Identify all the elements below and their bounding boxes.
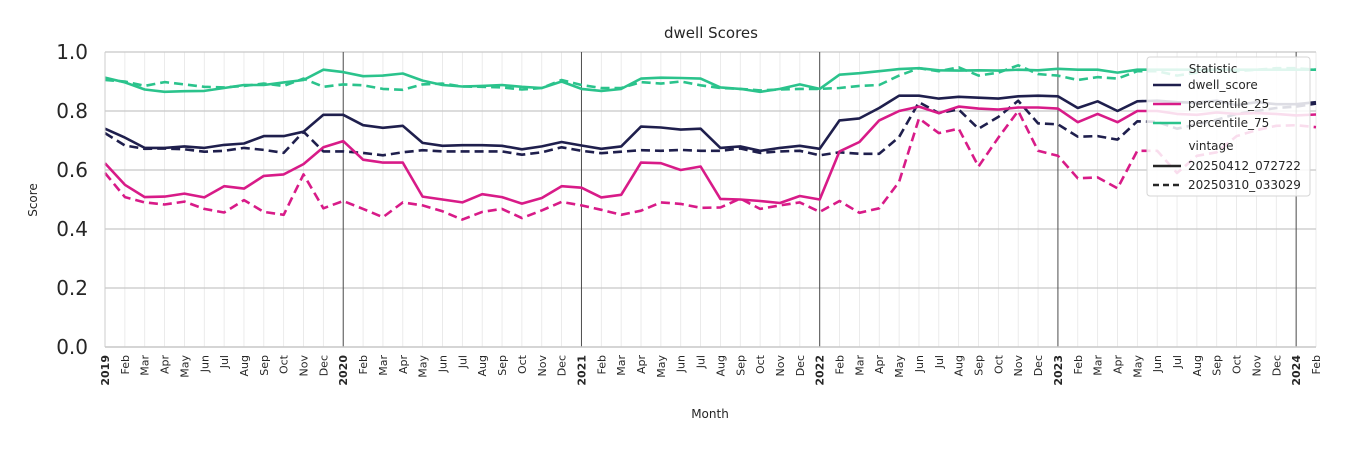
legend-label-dwell_score: dwell_score: [1188, 78, 1258, 92]
y-tick-label: 0.2: [56, 276, 88, 300]
x-tick-label: Dec: [1270, 355, 1283, 376]
x-tick-label: Sep: [1211, 355, 1224, 376]
x-tick-label: Mar: [377, 355, 390, 376]
legend-vintage-entries: 20250412_072722 20250310_033029: [1153, 159, 1301, 192]
legend-label-vintage: 20250412_072722: [1188, 159, 1301, 173]
x-tick-label: Aug: [476, 355, 489, 376]
y-tick-label: 0.4: [56, 217, 88, 241]
x-tick-label: Oct: [754, 354, 767, 374]
x-tick-label: Aug: [1191, 355, 1204, 376]
series-layer: [103, 64, 1317, 221]
x-tick-label: Mar: [139, 355, 152, 376]
x-tick-label: Dec: [556, 355, 569, 376]
chart-title: dwell Scores: [664, 24, 758, 42]
y-tick-labels: 0.0 0.2 0.4 0.6 0.8 1.0: [56, 40, 88, 359]
x-tick-label: Feb: [834, 355, 847, 374]
series-line-percentile_25-dashed: [103, 109, 1317, 221]
x-tick-label: Mar: [1092, 355, 1105, 376]
legend-label-percentile_25: percentile_25: [1188, 97, 1269, 111]
series-line-percentile_75-dashed: [104, 64, 1317, 92]
x-tick-label: May: [893, 355, 906, 378]
x-tick-label: Jul: [933, 355, 946, 369]
x-tick-label: Aug: [238, 355, 251, 376]
x-tick-label: Sep: [734, 355, 747, 376]
x-tick-label: Feb: [1310, 355, 1323, 374]
year-divider-layer: [342, 52, 1297, 347]
y-tick-label: 0.6: [56, 158, 88, 182]
y-tick-label: 0.0: [56, 335, 88, 359]
x-tick-label: Jun: [198, 355, 211, 373]
series-line-percentile_25-solid: [104, 105, 1317, 205]
series-line-dwell_score-dashed: [104, 99, 1317, 157]
x-tick-label: Aug: [714, 355, 727, 376]
x-tick-label: Nov: [1250, 355, 1263, 377]
x-tick-label: Dec: [794, 355, 807, 376]
x-tick-label: Apr: [397, 355, 410, 375]
x-tick-label: Jun: [913, 355, 926, 373]
x-tick-label: Feb: [1072, 355, 1085, 374]
x-axis-label: Month: [691, 407, 729, 421]
x-tick-label: Oct: [1231, 354, 1244, 374]
legend-label-percentile_75: percentile_75: [1188, 116, 1269, 130]
x-tick-label: Mar: [615, 355, 628, 376]
x-tick-label: Feb: [595, 355, 608, 374]
x-tick-label: Sep: [496, 355, 509, 376]
x-tick-label: Dec: [317, 355, 330, 376]
x-tick-labels: 2019 Feb Mar Apr May Jun Jul Aug Sep Oct Nov Dec 202…: [99, 354, 1323, 385]
y-tick-label: 0.8: [56, 99, 88, 123]
x-tick-label: Nov: [774, 355, 787, 377]
x-tick-label: May: [178, 355, 191, 378]
legend-label-vintage: 20250310_033029: [1188, 178, 1301, 192]
x-tick-label: Jun: [1151, 355, 1164, 373]
x-tick-label: 2022: [814, 355, 827, 386]
legend-statistic-entries: dwell_score percentile_25 percentile_75: [1153, 78, 1269, 130]
x-tick-label: 2021: [576, 355, 589, 386]
legend-vintage-title: vintage: [1188, 139, 1233, 153]
x-tick-label: Oct: [516, 354, 529, 374]
x-tick-label: Jun: [437, 355, 450, 373]
x-tick-label: Nov: [1012, 355, 1025, 377]
x-tick-label: Jun: [675, 355, 688, 373]
x-tick-label: Apr: [159, 355, 172, 375]
x-tick-label: May: [1131, 355, 1144, 378]
legend-box: [1146, 56, 1311, 197]
x-tick-label: Jul: [456, 355, 469, 369]
x-tick-label: Mar: [853, 355, 866, 376]
x-tick-label: Oct: [278, 354, 291, 374]
x-tick-label: Feb: [357, 355, 370, 374]
legend: Statistic dwell_score percentile_25percen…: [1146, 56, 1311, 197]
x-tick-label: May: [417, 355, 430, 378]
y-tick-label: 1.0: [56, 40, 88, 64]
x-tick-label: 2023: [1052, 355, 1065, 386]
x-tick-label: Jul: [1171, 355, 1184, 369]
x-tick-label: Sep: [973, 355, 986, 376]
x-tick-label: Nov: [536, 355, 549, 377]
x-tick-label: Apr: [873, 355, 886, 375]
x-tick-label: Sep: [258, 355, 271, 376]
x-tick-label: Apr: [1112, 355, 1125, 375]
y-axis-label: Score: [26, 183, 40, 217]
x-tick-label: Jul: [695, 355, 708, 369]
x-tick-label: 2024: [1290, 355, 1303, 386]
x-tick-label: 2020: [337, 355, 350, 386]
legend-statistic-title: Statistic: [1189, 62, 1238, 76]
x-tick-label: May: [655, 355, 668, 378]
series-line-dwell_score-solid: [104, 94, 1317, 153]
x-tick-label: Oct: [992, 354, 1005, 374]
x-tick-label: Aug: [953, 355, 966, 376]
x-tick-label: Feb: [119, 355, 132, 374]
x-tick-label: 2019: [99, 355, 112, 386]
series-line-percentile_75-solid: [104, 66, 1316, 94]
x-tick-label: Nov: [298, 355, 311, 377]
x-tick-label: Apr: [635, 355, 648, 375]
x-tick-label: Jul: [218, 355, 231, 369]
x-tick-label: Dec: [1032, 355, 1045, 376]
